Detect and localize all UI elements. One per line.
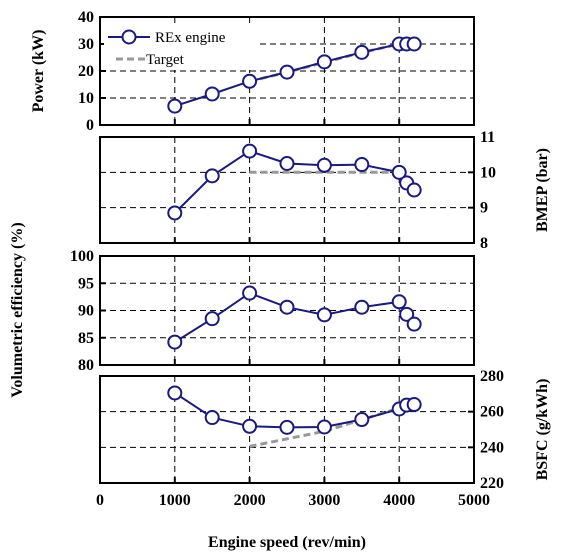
data-point-rex-power bbox=[204, 86, 220, 102]
y-tick-label: 8 bbox=[480, 235, 488, 252]
y-tick-label: 100 bbox=[70, 248, 94, 265]
data-point-rex-ve bbox=[316, 307, 332, 323]
data-point-rex-bsfc bbox=[242, 418, 258, 434]
series-line-target-bsfc bbox=[249, 406, 400, 448]
gridlines-bmep bbox=[100, 137, 474, 243]
data-point-rex-bsfc bbox=[204, 410, 220, 426]
panel-frame-bmep bbox=[99, 136, 475, 244]
data-point-rex-bmep bbox=[242, 143, 258, 159]
y-tick-label: 10 bbox=[480, 164, 496, 181]
y-axis-labels: Power (kW) BMEP (bar) BSFC (g/kWh) Volumetr… bbox=[9, 30, 551, 481]
panel-frame-bsfc bbox=[99, 375, 475, 484]
data-point-rex-power bbox=[406, 36, 422, 52]
chart-legend: REx engine Target bbox=[104, 24, 256, 70]
panel-power: 0 10 20 30 40 bbox=[78, 9, 475, 134]
legend-label-target: Target bbox=[146, 52, 185, 68]
y-axis-label-volumetric-efficiency: Volumetric efficiency (%) bbox=[9, 222, 26, 397]
y-tick-label: 40 bbox=[78, 9, 94, 26]
y-axis-label-bsfc: BSFC (g/kWh) bbox=[534, 379, 551, 481]
data-point-rex-bmep bbox=[204, 168, 220, 184]
y-tick-label: 0 bbox=[86, 117, 94, 134]
chart-panels: 0 10 20 30 40 8 9 10 11 80 85 90 95 100 220 240 260 280 bbox=[70, 9, 504, 492]
data-point-rex-bmep bbox=[391, 164, 407, 180]
y-tick-label: 20 bbox=[78, 63, 94, 80]
legend-label-rex: REx engine bbox=[155, 30, 226, 46]
x-tick-label: 2000 bbox=[234, 492, 266, 509]
x-tick-label: 1000 bbox=[159, 492, 191, 509]
y-tick-label: 10 bbox=[78, 90, 94, 107]
data-point-rex-ve bbox=[204, 311, 220, 327]
panel-bsfc: 220 240 260 280 bbox=[99, 368, 504, 492]
data-point-rex-bsfc bbox=[316, 419, 332, 435]
data-point-rex-bsfc bbox=[406, 397, 422, 413]
y-tick-label: 90 bbox=[78, 303, 94, 320]
data-point-rex-power bbox=[167, 98, 183, 114]
y-axis-label-power: Power (kW) bbox=[30, 30, 47, 113]
data-point-rex-ve bbox=[399, 306, 415, 322]
y-tick-label: 240 bbox=[480, 439, 504, 456]
data-point-rex-bsfc bbox=[354, 412, 370, 428]
data-point-rex-power bbox=[279, 64, 295, 80]
y-tick-label: 220 bbox=[480, 475, 504, 492]
data-point-rex-power bbox=[316, 54, 332, 70]
y-ticks-bsfc: 220 240 260 280 bbox=[99, 368, 504, 492]
data-point-rex-bmep bbox=[354, 157, 370, 173]
data-point-rex-ve bbox=[242, 285, 258, 301]
y-ticks-ve: 80 85 90 95 100 bbox=[70, 248, 475, 374]
y-tick-label: 95 bbox=[78, 275, 94, 292]
data-point-rex-ve bbox=[354, 299, 370, 315]
x-tick-label: 0 bbox=[96, 492, 104, 509]
y-tick-label: 260 bbox=[480, 404, 504, 421]
data-point-rex-bmep bbox=[167, 205, 183, 221]
data-point-rex-bmep bbox=[406, 182, 422, 198]
y-ticks-power: 0 10 20 30 40 bbox=[78, 9, 475, 134]
y-tick-label: 85 bbox=[78, 330, 94, 347]
y-tick-label: 9 bbox=[480, 200, 488, 217]
y-tick-label: 280 bbox=[480, 368, 504, 385]
x-tick-label: 5000 bbox=[458, 492, 490, 509]
panel-bmep: 8 9 10 11 bbox=[99, 129, 496, 252]
data-point-rex-bmep bbox=[279, 156, 295, 171]
data-point-rex-ve bbox=[406, 316, 422, 332]
y-tick-label: 11 bbox=[480, 129, 495, 146]
data-point-rex-power bbox=[242, 73, 258, 89]
data-point-rex-ve bbox=[167, 334, 183, 350]
y-tick-label: 30 bbox=[78, 36, 94, 53]
data-point-rex-power bbox=[354, 44, 370, 60]
data-point-rex-ve bbox=[391, 294, 407, 310]
y-tick-label: 80 bbox=[78, 357, 94, 374]
x-axis: 0 1000 2000 3000 4000 5000 Engine speed (rev/m… bbox=[96, 492, 490, 551]
data-point-rex-bmep bbox=[316, 157, 332, 173]
y-ticks-bmep: 8 9 10 11 bbox=[99, 129, 496, 252]
data-point-rex-ve bbox=[279, 299, 295, 315]
data-point-rex-bsfc bbox=[167, 385, 183, 401]
x-axis-label: Engine speed (rev/min) bbox=[208, 534, 366, 551]
y-axis-label-bmep: BMEP (bar) bbox=[534, 148, 551, 232]
x-tick-label: 3000 bbox=[308, 492, 340, 509]
panel-ve: 80 85 90 95 100 bbox=[70, 248, 475, 374]
data-point-rex-bsfc bbox=[279, 419, 295, 435]
x-tick-label: 4000 bbox=[383, 492, 415, 509]
legend-marker-rex bbox=[121, 29, 137, 45]
